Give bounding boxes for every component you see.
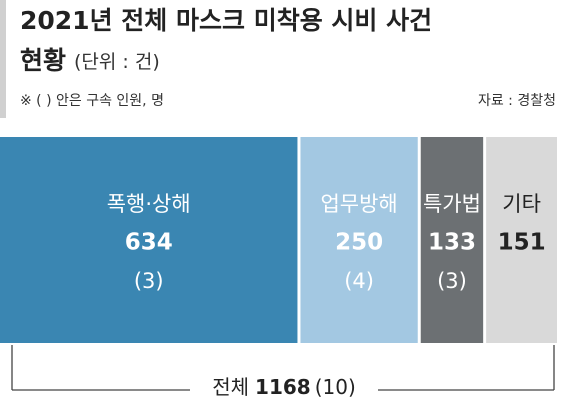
bar (300, 137, 418, 343)
subtitle: 현황 (20, 46, 66, 75)
category-label: 특가법 (423, 192, 481, 216)
source: 자료 : 경찰청 (478, 93, 556, 109)
value-label: 250 (335, 230, 383, 256)
bar (0, 137, 298, 343)
bar (486, 137, 557, 343)
value-label: 133 (428, 230, 476, 256)
chart-title: 2021년 전체 마스크 미착용 시비 사건 (20, 6, 432, 35)
unit: (단위 : 건) (74, 51, 160, 73)
value-label: 151 (498, 230, 546, 256)
category-label: 업무방해 (320, 192, 397, 216)
arrest-label: (3) (134, 269, 164, 293)
category-label: 기타 (502, 192, 541, 216)
total-name: 전체 (212, 375, 249, 399)
bar (420, 137, 484, 343)
total-label: 전체 1168 (10) (212, 375, 356, 399)
category-label: 폭행·상해 (107, 192, 191, 216)
chart-subtitle: 현황 (단위 : 건) (20, 46, 160, 75)
arrest-label: (3) (437, 269, 467, 293)
value-label: 634 (125, 230, 173, 256)
arrest-label: (4) (344, 269, 374, 293)
note: ※ ( ) 안은 구속 인원, 명 (20, 93, 164, 109)
total-arrests: (10) (315, 375, 356, 399)
total-value: 1168 (255, 375, 311, 399)
side-accent (0, 0, 6, 118)
